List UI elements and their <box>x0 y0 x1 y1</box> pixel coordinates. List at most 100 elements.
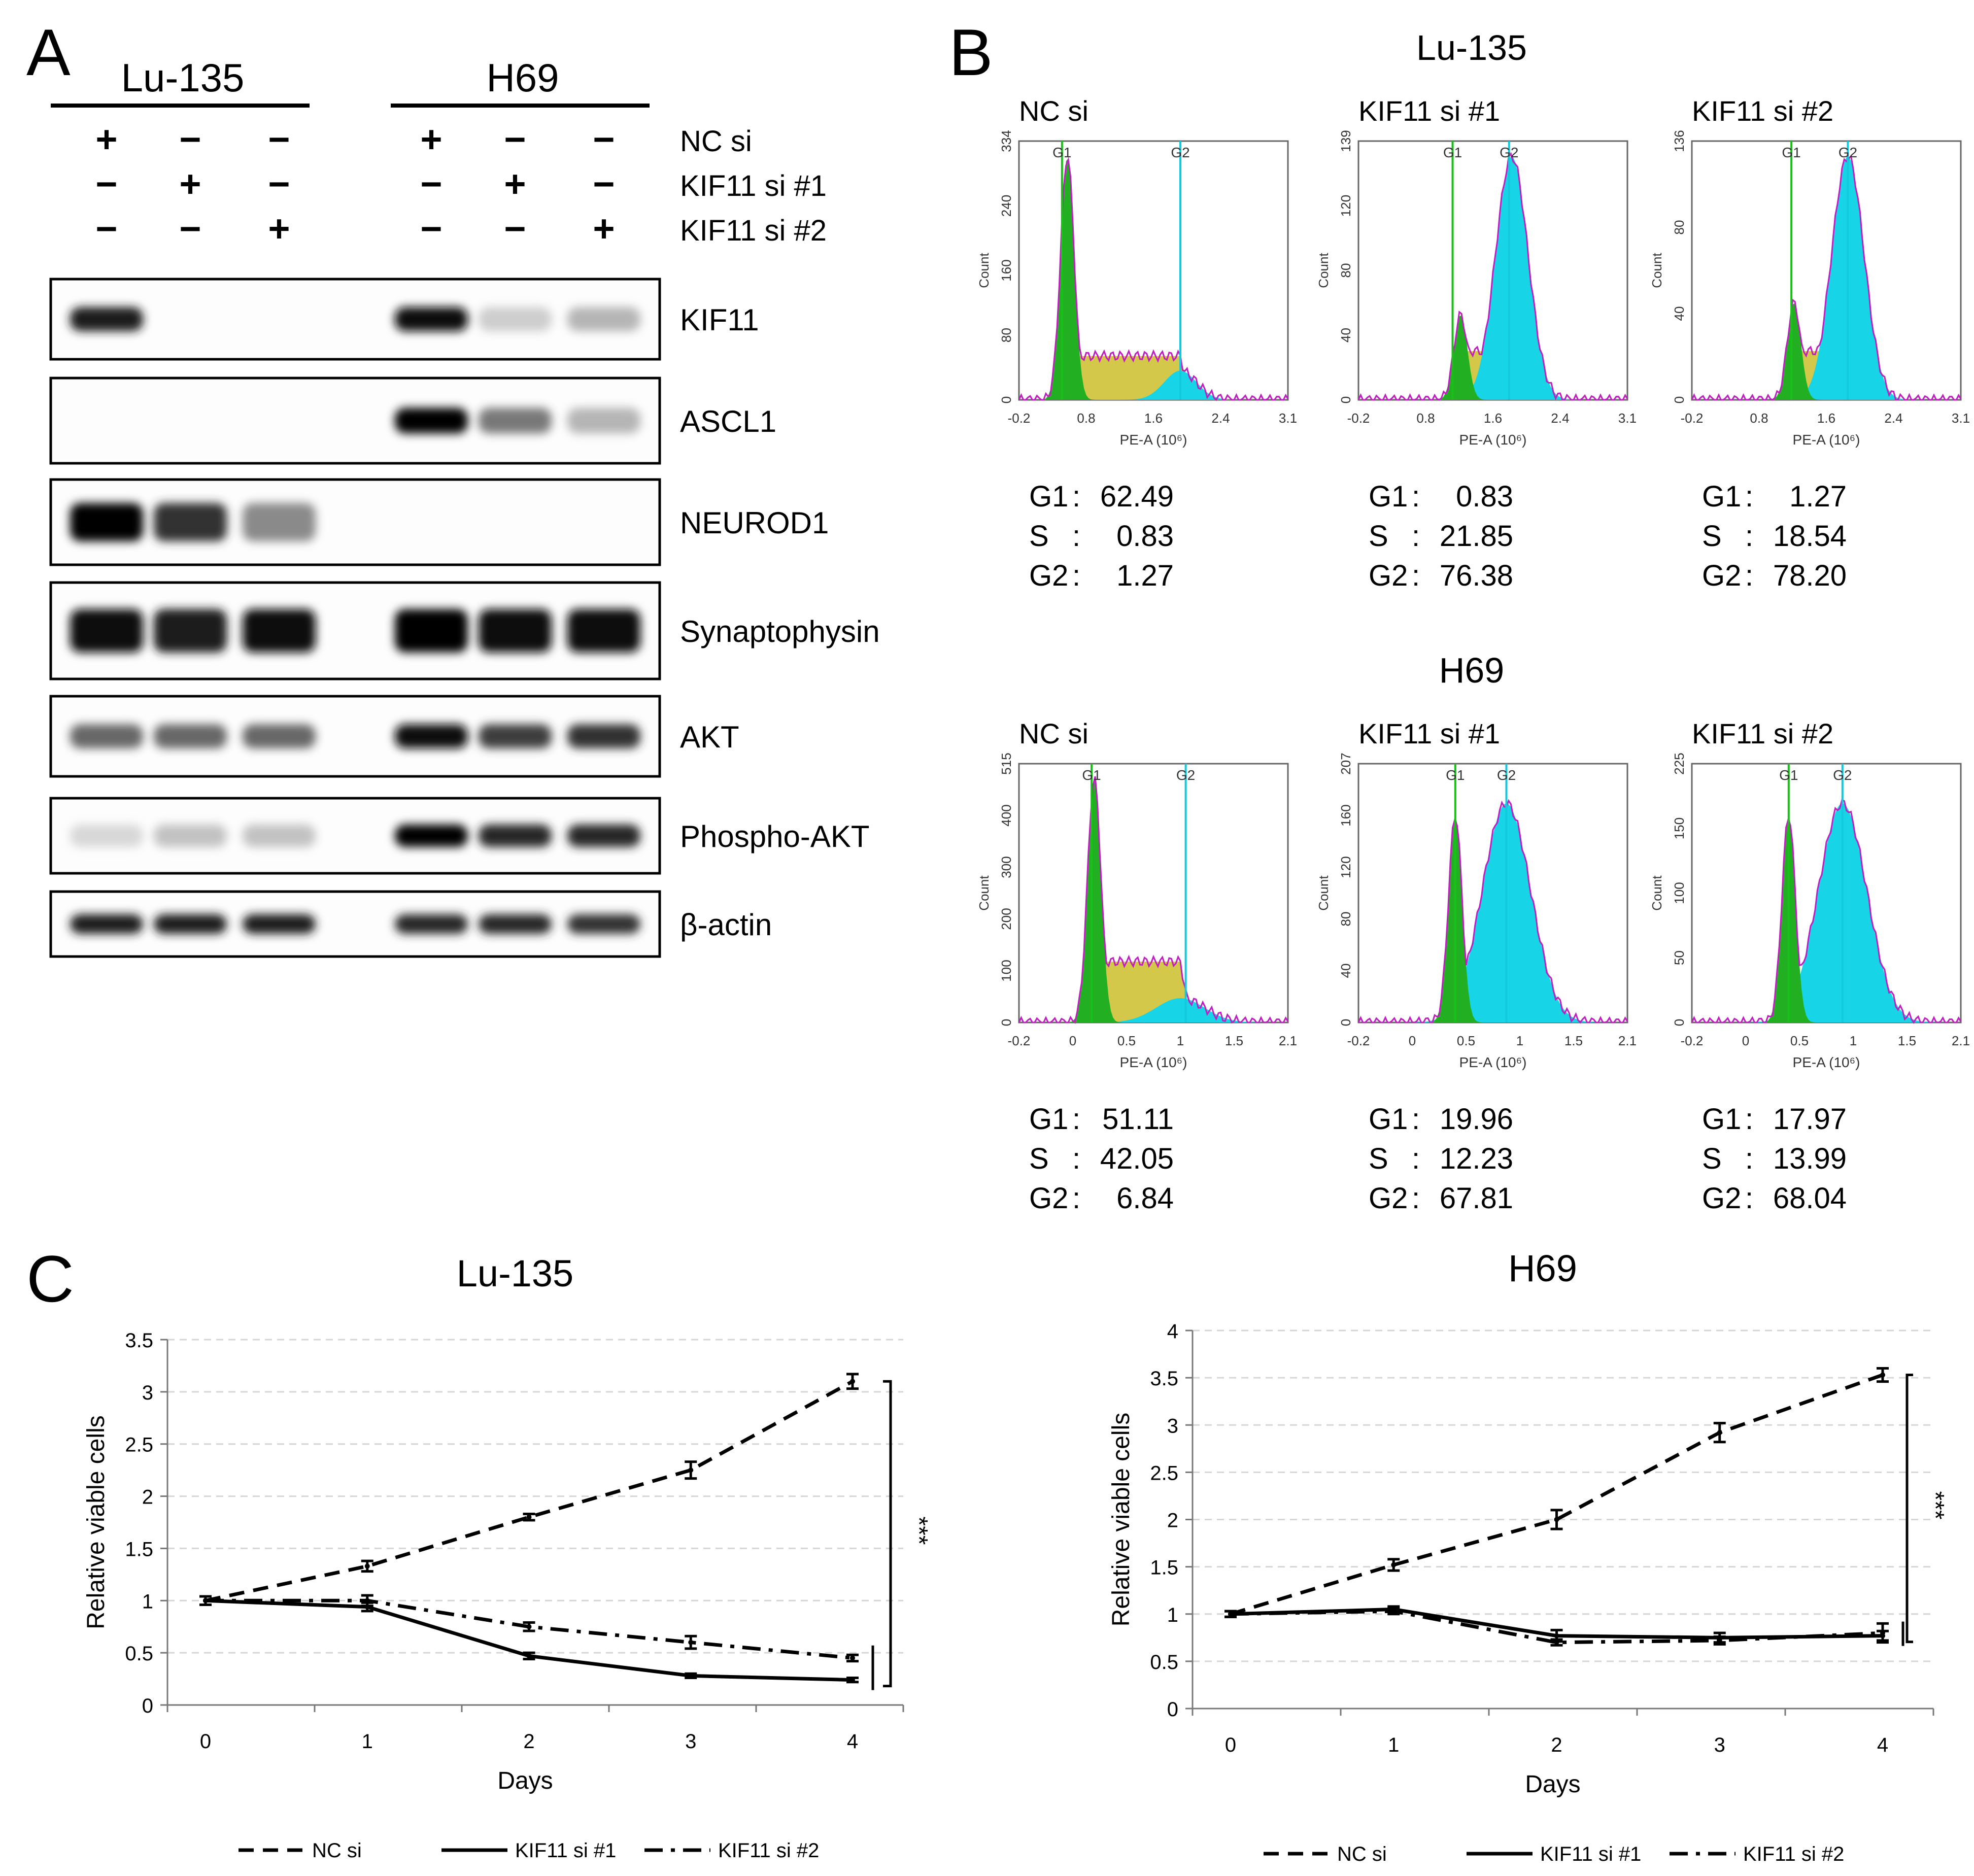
data-point <box>688 1673 694 1679</box>
data-point <box>526 1514 532 1520</box>
flow-stat-colon: : <box>1412 1103 1420 1136</box>
chart-x-tick: 2 <box>1551 1734 1562 1756</box>
growth-chart: H69 0 0.5 1 1.5 2 2.5 3 3.5 4 0 1 2 3 4 Days Relative vi… <box>1108 1247 1949 1865</box>
flow-histogram: KIF11 si #1 G1 G2 -0.2 0 0.5 1 1.5 2.1 PE-A (10⁶)… <box>1316 718 1637 1215</box>
flow-stat-key: G1 <box>1369 480 1408 513</box>
flow-stat-colon: : <box>1745 520 1753 553</box>
blot-band <box>395 609 468 653</box>
flow-stat-key: S <box>1702 520 1722 553</box>
blot-band <box>243 824 316 847</box>
flow-stat-value: 17.97 <box>1773 1103 1847 1136</box>
blot-band <box>479 914 552 934</box>
blot-band <box>154 724 227 748</box>
flow-stat-value: 62.49 <box>1100 480 1174 513</box>
flow-y-tick: 40 <box>1338 328 1353 343</box>
flow-x-tick: 1 <box>1850 1033 1857 1048</box>
flow-x-tick: 1.6 <box>1817 411 1835 426</box>
flow-stat-key: S <box>1702 1142 1722 1175</box>
data-point <box>1554 1633 1559 1639</box>
blot-row: β-actin <box>49 890 772 958</box>
flow-stat-colon: : <box>1745 1142 1753 1175</box>
flow-fit-line <box>1357 152 1628 401</box>
data-point <box>526 1624 532 1629</box>
chart-y-tick: 1 <box>142 1590 153 1613</box>
flow-y-tick: 0 <box>1672 396 1687 403</box>
data-point <box>1554 1640 1559 1645</box>
flow-x-tick: 0.8 <box>1750 411 1768 426</box>
flow-y-tick: 515 <box>999 753 1014 774</box>
chart-x-tick: 0 <box>1225 1734 1236 1756</box>
flow-x-tick: -0.2 <box>1347 1033 1370 1048</box>
flow-stat-value: 21.85 <box>1440 520 1513 553</box>
flow-g2-marker-label: G2 <box>1171 145 1189 160</box>
treatment-sign: − <box>504 208 526 250</box>
flow-y-tick: 80 <box>999 328 1014 343</box>
flow-stat-key: G2 <box>1029 559 1068 592</box>
flow-y-tick: 240 <box>999 195 1014 217</box>
blot-band <box>70 824 143 847</box>
blot-band <box>243 724 316 748</box>
chart-title: H69 <box>1508 1247 1577 1289</box>
growth-curves: Lu-135 0 0.5 1 1.5 2 2.5 3 3.5 0 1 2 3 4 Days Relative … <box>83 1247 1949 1865</box>
data-point <box>203 1598 208 1604</box>
chart-y-tick: 0 <box>1167 1698 1178 1721</box>
chart-series <box>199 1594 859 1663</box>
blot-band <box>70 914 143 934</box>
treatment-sign: − <box>95 163 117 205</box>
flow-y-tick: 139 <box>1338 130 1353 152</box>
chart-y-tick: 3 <box>1167 1415 1178 1437</box>
data-point <box>1391 1562 1397 1567</box>
flow-y-tick: 40 <box>1672 306 1687 321</box>
flow-x-tick: 3.1 <box>1618 411 1637 426</box>
panel-b-letter: B <box>949 15 993 89</box>
flow-row-title: Lu-135 <box>1416 28 1527 67</box>
blot-row: Phospho-AKT <box>49 797 870 875</box>
flow-g1-peak <box>1019 781 1288 1022</box>
chart-y-tick: 0 <box>142 1695 153 1717</box>
flow-hist-title: KIF11 si #1 <box>1358 95 1500 127</box>
flow-y-tick: 200 <box>999 908 1014 930</box>
flow-y-tick: 80 <box>1338 912 1353 927</box>
blot-band <box>154 609 227 653</box>
treatment-sign: + <box>268 208 290 250</box>
flow-g2-marker-label: G2 <box>1176 767 1195 783</box>
flow-stat-value: 51.11 <box>1102 1103 1174 1136</box>
treatment-matrix: + − − + − − NC si− + − − + − KIF11 si #1− − + − − + KIF11 … <box>95 118 827 250</box>
flow-stat-colon: : <box>1072 520 1080 553</box>
chart-y-tick: 1.5 <box>125 1538 153 1560</box>
flow-x-tick: 2.1 <box>1952 1033 1970 1048</box>
western-blots: KIF11 ASCL1 NEUROD1 Synaptophysin AKT Phospho… <box>49 278 880 958</box>
flow-stat-key: S <box>1369 520 1388 553</box>
flow-x-tick: 0 <box>1069 1033 1076 1048</box>
blot-row: ASCL1 <box>49 377 776 465</box>
blot-band <box>479 609 552 653</box>
chart-series <box>1224 1367 1889 1618</box>
flow-stat-colon: : <box>1745 480 1753 513</box>
flow-stat-colon: : <box>1072 1142 1080 1175</box>
flow-y-tick: 150 <box>1672 817 1687 839</box>
flow-x-tick: 0.5 <box>1790 1033 1809 1048</box>
flow-x-tick: -0.2 <box>1681 1033 1704 1048</box>
flow-stat-key: S <box>1029 1142 1049 1175</box>
flow-cytometry: Lu-135 NC si G1 G2 -0.2 0.8 1.6 2.4 3.1 PE-A (10⁶… <box>976 28 1970 1215</box>
cell-line-label-lu135: Lu-135 <box>121 55 245 100</box>
treatment-sign: + <box>593 208 615 250</box>
flow-y-label: Count <box>976 253 992 288</box>
flow-y-tick: 0 <box>999 396 1014 403</box>
flow-g2-peak <box>1692 803 1961 1022</box>
flow-y-tick: 100 <box>999 960 1014 981</box>
growth-chart: Lu-135 0 0.5 1 1.5 2 2.5 3 3.5 0 1 2 3 4 Days Relative … <box>83 1252 932 1862</box>
flow-y-label: Count <box>1649 253 1664 288</box>
treatment-sign: − <box>268 163 290 205</box>
flow-stat-key: G2 <box>1702 1182 1741 1215</box>
data-point <box>1554 1517 1559 1522</box>
series-line <box>1230 1373 1884 1616</box>
blot-row: NEUROD1 <box>49 478 829 566</box>
flow-g2-peak <box>1358 803 1627 1022</box>
flow-stat-colon: : <box>1072 480 1080 513</box>
flow-y-tick: 50 <box>1672 950 1687 965</box>
chart-y-tick: 2 <box>1167 1510 1178 1532</box>
flow-stat-value: 68.04 <box>1773 1182 1847 1215</box>
chart-title: Lu-135 <box>457 1252 573 1294</box>
